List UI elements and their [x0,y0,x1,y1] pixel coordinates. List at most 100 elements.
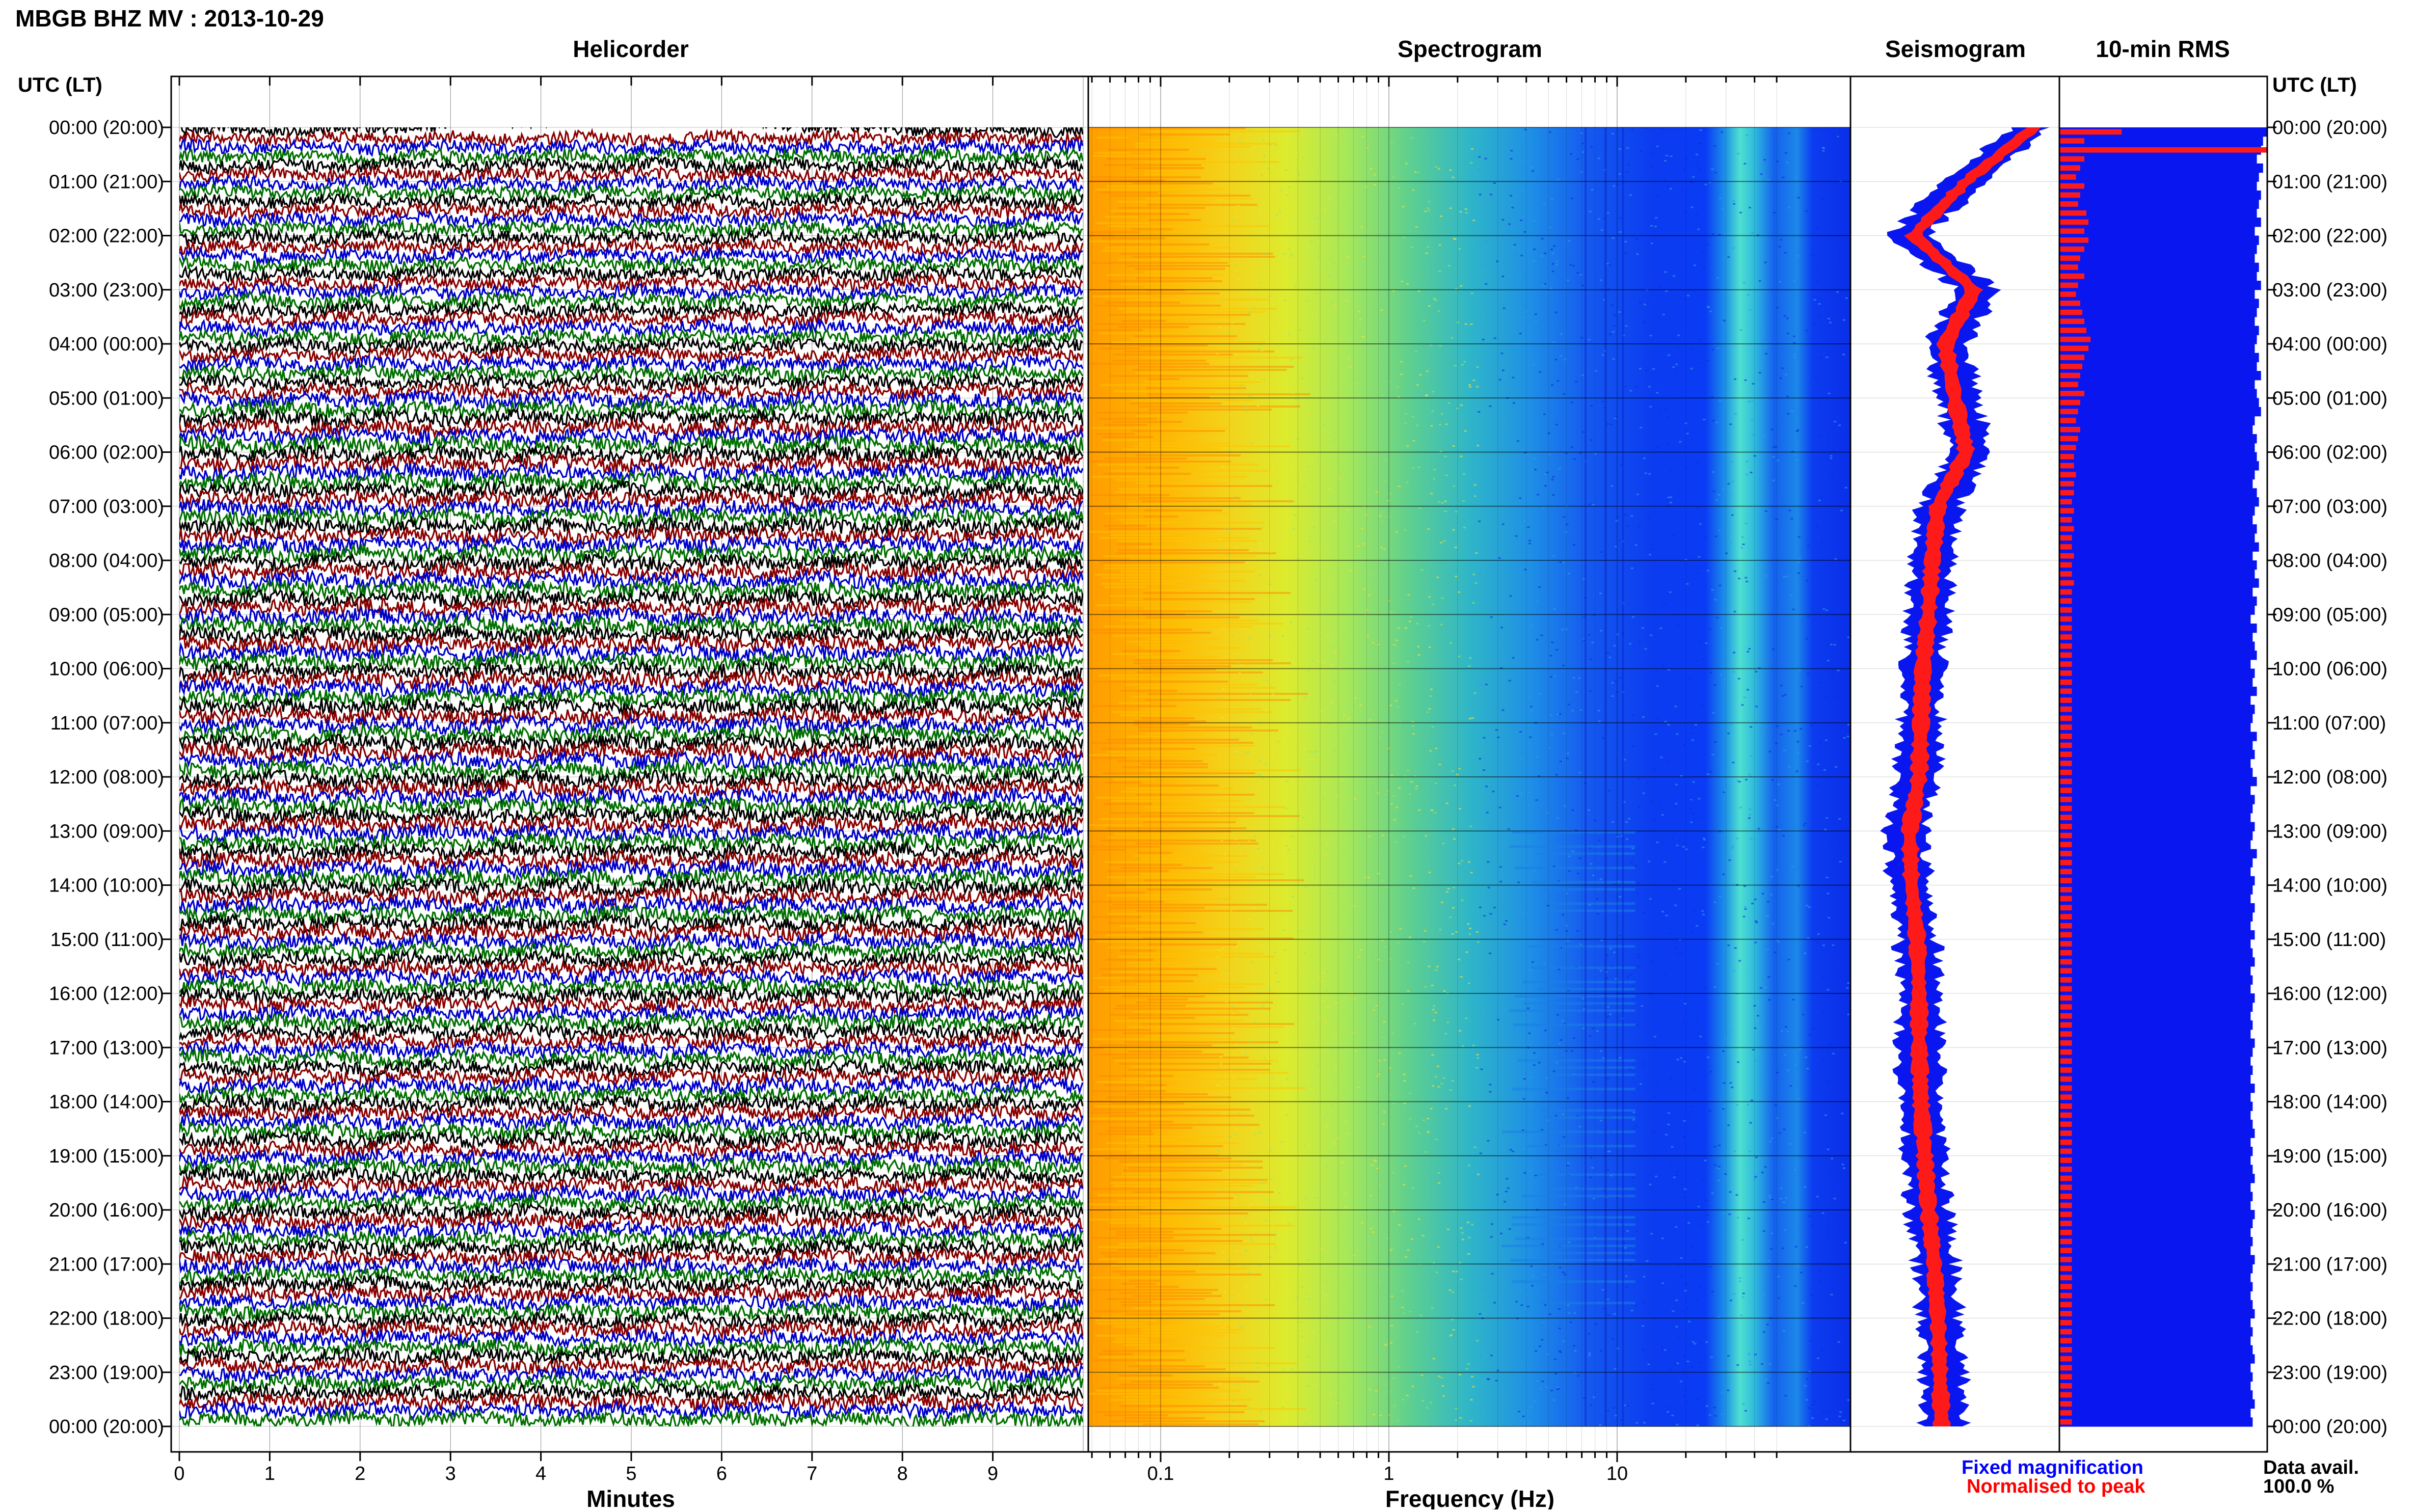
spectrogram-speckle [1517,440,1520,442]
spectrogram-speckle [1228,973,1231,975]
spectrogram-speckle [1567,1304,1570,1306]
rms-bar-normalised [2059,1401,2072,1407]
spectrogram-streak [1110,244,1210,246]
rms-bar-normalised [2059,517,2072,523]
spectrogram-speckle [1619,934,1622,936]
spectrogram-speckle [1420,1374,1424,1376]
spectrogram-speckle [1523,231,1526,233]
rms-bar-fixed [2059,1354,2255,1364]
spectrogram-speckle [1263,154,1266,156]
spectrogram-streak [1143,381,1261,383]
spectrogram-speckle [1353,905,1356,907]
spectrogram-speckle [1674,947,1677,949]
spectrogram-speckle [1369,926,1372,928]
spectrogram-speckle [1304,898,1307,900]
spectrogram-speckle [1692,176,1695,178]
spectrogram-speckle [1524,865,1527,867]
spectrogram-streak [1116,1234,1276,1236]
spectrogram-streak [1090,494,1170,496]
spectrogram-speckle [1842,889,1845,891]
spectrogram-streak [1118,1063,1271,1065]
spectrogram-speckle [1368,1326,1371,1328]
spectrogram-speckle [1676,953,1679,955]
spectrogram-streak [1141,763,1208,765]
spectrogram-speckle [1541,1129,1544,1131]
helicorder-trace [179,353,1083,374]
spectrogram-speckle [1842,354,1845,356]
spectrogram-speckle [1328,274,1331,276]
spectrogram-streak [1137,794,1255,796]
spectrogram-speckle [1555,260,1559,262]
spectrogram-streak [1097,464,1259,466]
spectrogram-speckle [1359,196,1362,198]
spectrogram-speckle [1422,1119,1425,1121]
spectrogram-speckle [1598,839,1601,841]
spectrogram-speckle [1395,700,1398,702]
spectrogram-speckle [1351,1197,1354,1199]
helicorder-trace [179,759,1083,782]
rms-bar-fixed [2059,984,2251,994]
spectrogram-speckle [1620,835,1623,837]
spectrogram-speckle [1432,1009,1435,1011]
spectrogram-speckle [1635,1230,1639,1232]
spectrogram-speckle [1428,596,1431,598]
spectrogram-speckle [1221,1308,1224,1310]
spectrogram-speckle [1727,1124,1730,1126]
spectrogram-speckle [1588,634,1591,636]
spectrogram-speckle [1485,786,1488,788]
spectrogram-streak [1094,1310,1242,1312]
rms-bar-normalised [2059,1067,2072,1073]
spectrogram-speckle [1244,1054,1247,1056]
spectrogram-speckle [1544,252,1547,254]
spectrogram-speckle [1570,401,1573,403]
rms-bar-fixed [2059,1065,2253,1075]
spectrogram-streak [1121,580,1246,582]
spectrogram-speckle [1220,840,1223,842]
spectrogram-x-tick-label: 0.1 [1147,1463,1174,1484]
spectrogram-speckle [1249,129,1252,131]
spectrogram-speckle [1689,807,1692,809]
helicorder-trace [179,1335,1083,1359]
spectrogram-speckle [1485,684,1488,686]
time-label-right: 21:00 (17:00) [2272,1254,2387,1275]
spectrogram-speckle [1767,976,1770,978]
spectrogram-speckle [1246,410,1249,412]
spectrogram-streak [1095,433,1135,435]
spectrogram-speckle [1287,1391,1291,1393]
spectrogram-speckle [1795,459,1799,461]
spectrogram-speckle [1508,223,1511,225]
spectrogram-speckle [1293,1064,1296,1066]
spectrogram-speckle [1619,896,1622,898]
spectrogram-speckle [1652,152,1655,154]
rms-bar-fixed [2059,930,2255,940]
spectrogram-speckle [1624,1247,1627,1249]
rms-bar-normalised [2059,959,2072,965]
rms-bar-normalised [2059,282,2078,288]
helicorder-trace [179,713,1083,737]
spectrogram-speckle [1458,768,1461,770]
spectrogram-speckle [1626,1405,1629,1407]
helicorder-trace [179,1228,1083,1251]
spectrogram-speckle [1846,736,1849,738]
spectrogram-speckle [1729,1300,1732,1302]
time-label-left: 21:00 (17:00) [49,1254,164,1275]
rms-right-ticks [162,126,2276,1427]
spectrogram-speckle [1656,717,1659,719]
spectrogram-speckle [1296,1297,1299,1299]
spectrogram-streak [1112,904,1267,906]
spectrogram-speckle [1329,807,1332,809]
spectrogram-speckle [1816,1196,1819,1198]
spectrogram-speckle [1297,1419,1300,1421]
spectrogram-streak [1140,873,1284,875]
spectrogram-speckle [1551,252,1554,254]
spectrogram-speckle [1816,941,1819,943]
spectrogram-speckle [1555,929,1558,931]
spectrogram-speckle [1511,207,1514,209]
spectrogram-streak [1141,1023,1295,1025]
spectrogram-speckle [1697,572,1700,574]
spectrogram-speckle [1827,1148,1830,1150]
spectrogram-x-label: Frequency (Hz) [1385,1486,1554,1509]
spectrogram-speckle [1307,466,1310,468]
spectrogram-speckle [1505,950,1508,952]
spectrogram-speckle [1388,611,1391,613]
